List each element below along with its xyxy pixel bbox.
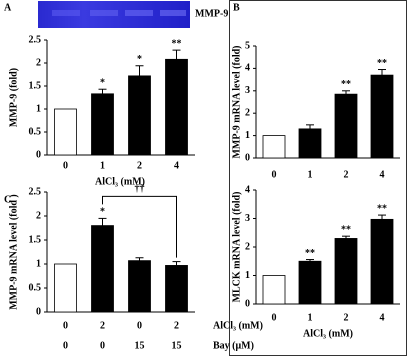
y-tick-label: 0 bbox=[245, 152, 250, 163]
bar bbox=[91, 93, 114, 156]
bar bbox=[334, 238, 358, 305]
x-tick-label: 0 bbox=[63, 160, 68, 171]
x-tick-label: 15 bbox=[135, 340, 145, 351]
bar bbox=[262, 275, 286, 305]
x-tick-label: 15 bbox=[172, 340, 182, 351]
significance: ** bbox=[341, 79, 351, 90]
x-tick-label: 0 bbox=[137, 320, 142, 331]
bar bbox=[91, 225, 114, 313]
y-tick-label: 1.5 bbox=[29, 80, 42, 91]
significance: ** bbox=[172, 38, 182, 49]
x-tick-label: 2 bbox=[344, 312, 349, 323]
significance: ** bbox=[377, 58, 387, 69]
bar bbox=[298, 128, 322, 159]
x-tick-label: 2 bbox=[100, 320, 105, 331]
bar bbox=[128, 75, 151, 156]
blot-band bbox=[52, 10, 80, 16]
y-tick-label: 2 bbox=[245, 241, 250, 252]
x-tick-label: 2 bbox=[137, 160, 142, 171]
bar bbox=[165, 58, 188, 156]
bar bbox=[334, 93, 358, 159]
blot-band bbox=[90, 10, 118, 16]
y-tick-label: 5 bbox=[245, 40, 250, 51]
significance: ** bbox=[377, 203, 387, 214]
bar bbox=[370, 218, 394, 305]
x-tick-label: 0 bbox=[272, 312, 277, 323]
y-tick-label: 3 bbox=[245, 213, 250, 224]
y-tick-label: 1 bbox=[36, 258, 41, 269]
bar bbox=[128, 260, 151, 313]
blot-band bbox=[160, 10, 186, 16]
y-tick-label: 3 bbox=[245, 85, 250, 96]
x-tick-label: 2 bbox=[344, 169, 349, 180]
y-tick-label: 0 bbox=[245, 298, 250, 309]
significance: * bbox=[137, 54, 142, 65]
y-tick-label: 0.5 bbox=[29, 126, 42, 137]
x-tick-label: 4 bbox=[380, 169, 385, 180]
y-tick-label: 1 bbox=[245, 130, 250, 141]
x-tick-label: 1 bbox=[308, 312, 313, 323]
bar bbox=[54, 108, 77, 156]
y-tick-label: 0 bbox=[36, 149, 41, 160]
y-tick-label: 2.5 bbox=[29, 34, 42, 45]
x-tick-label: 0 bbox=[272, 169, 277, 180]
x-tick-label: 4 bbox=[380, 312, 385, 323]
y-tick-label: 1.5 bbox=[29, 234, 42, 245]
bar bbox=[54, 263, 77, 313]
bar bbox=[262, 135, 286, 159]
panel-label: A bbox=[4, 2, 12, 13]
y-axis-label: MMP-9 mRNA level (fold ) bbox=[8, 194, 19, 310]
y-tick-label: 0.5 bbox=[29, 282, 42, 293]
y-tick-label: 0 bbox=[36, 306, 41, 317]
y-tick-label: 2 bbox=[36, 210, 41, 221]
bar bbox=[370, 74, 394, 159]
blot-label: MMP-9 bbox=[195, 8, 228, 19]
significance: ** bbox=[305, 248, 315, 259]
y-axis-label: MLCK mRNA level (fold) bbox=[231, 192, 242, 303]
significance: ** bbox=[341, 224, 351, 235]
x-tick-label: 1 bbox=[308, 169, 313, 180]
panel-label: B bbox=[233, 2, 240, 13]
x-axis-label: AlCl₃ (mM) bbox=[303, 328, 353, 339]
panel-label: C bbox=[4, 194, 11, 205]
significance: * bbox=[100, 78, 105, 89]
significance: * bbox=[100, 207, 105, 218]
y-tick-label: 4 bbox=[245, 63, 250, 74]
blot-band bbox=[125, 10, 153, 16]
y-tick-label: 2.5 bbox=[29, 186, 42, 197]
x-axis-label: AlCl₃ (mM) bbox=[95, 176, 145, 187]
y-axis-label: MMP-9 mRNA level (fold) bbox=[231, 45, 242, 158]
bracket-label: †† bbox=[135, 184, 145, 195]
bar bbox=[165, 265, 188, 313]
y-axis-label: MMP-9 (fold) bbox=[8, 68, 19, 127]
bracket bbox=[102, 195, 177, 258]
x-tick-label: 0 bbox=[63, 340, 68, 351]
y-tick-label: 2 bbox=[245, 107, 250, 118]
x-row-label: AlCl₃ (mM) bbox=[213, 320, 263, 331]
y-tick-label: 4 bbox=[245, 184, 250, 195]
x-tick-label: 0 bbox=[63, 320, 68, 331]
x-row-label: Bay (μM) bbox=[213, 340, 254, 351]
x-tick-label: 0 bbox=[100, 340, 105, 351]
y-tick-label: 1 bbox=[36, 103, 41, 114]
y-tick-label: 1 bbox=[245, 270, 250, 281]
x-tick-label: 1 bbox=[100, 160, 105, 171]
x-tick-label: 2 bbox=[174, 320, 179, 331]
y-tick-label: 2 bbox=[36, 57, 41, 68]
x-tick-label: 4 bbox=[174, 160, 179, 171]
bar bbox=[298, 260, 322, 305]
